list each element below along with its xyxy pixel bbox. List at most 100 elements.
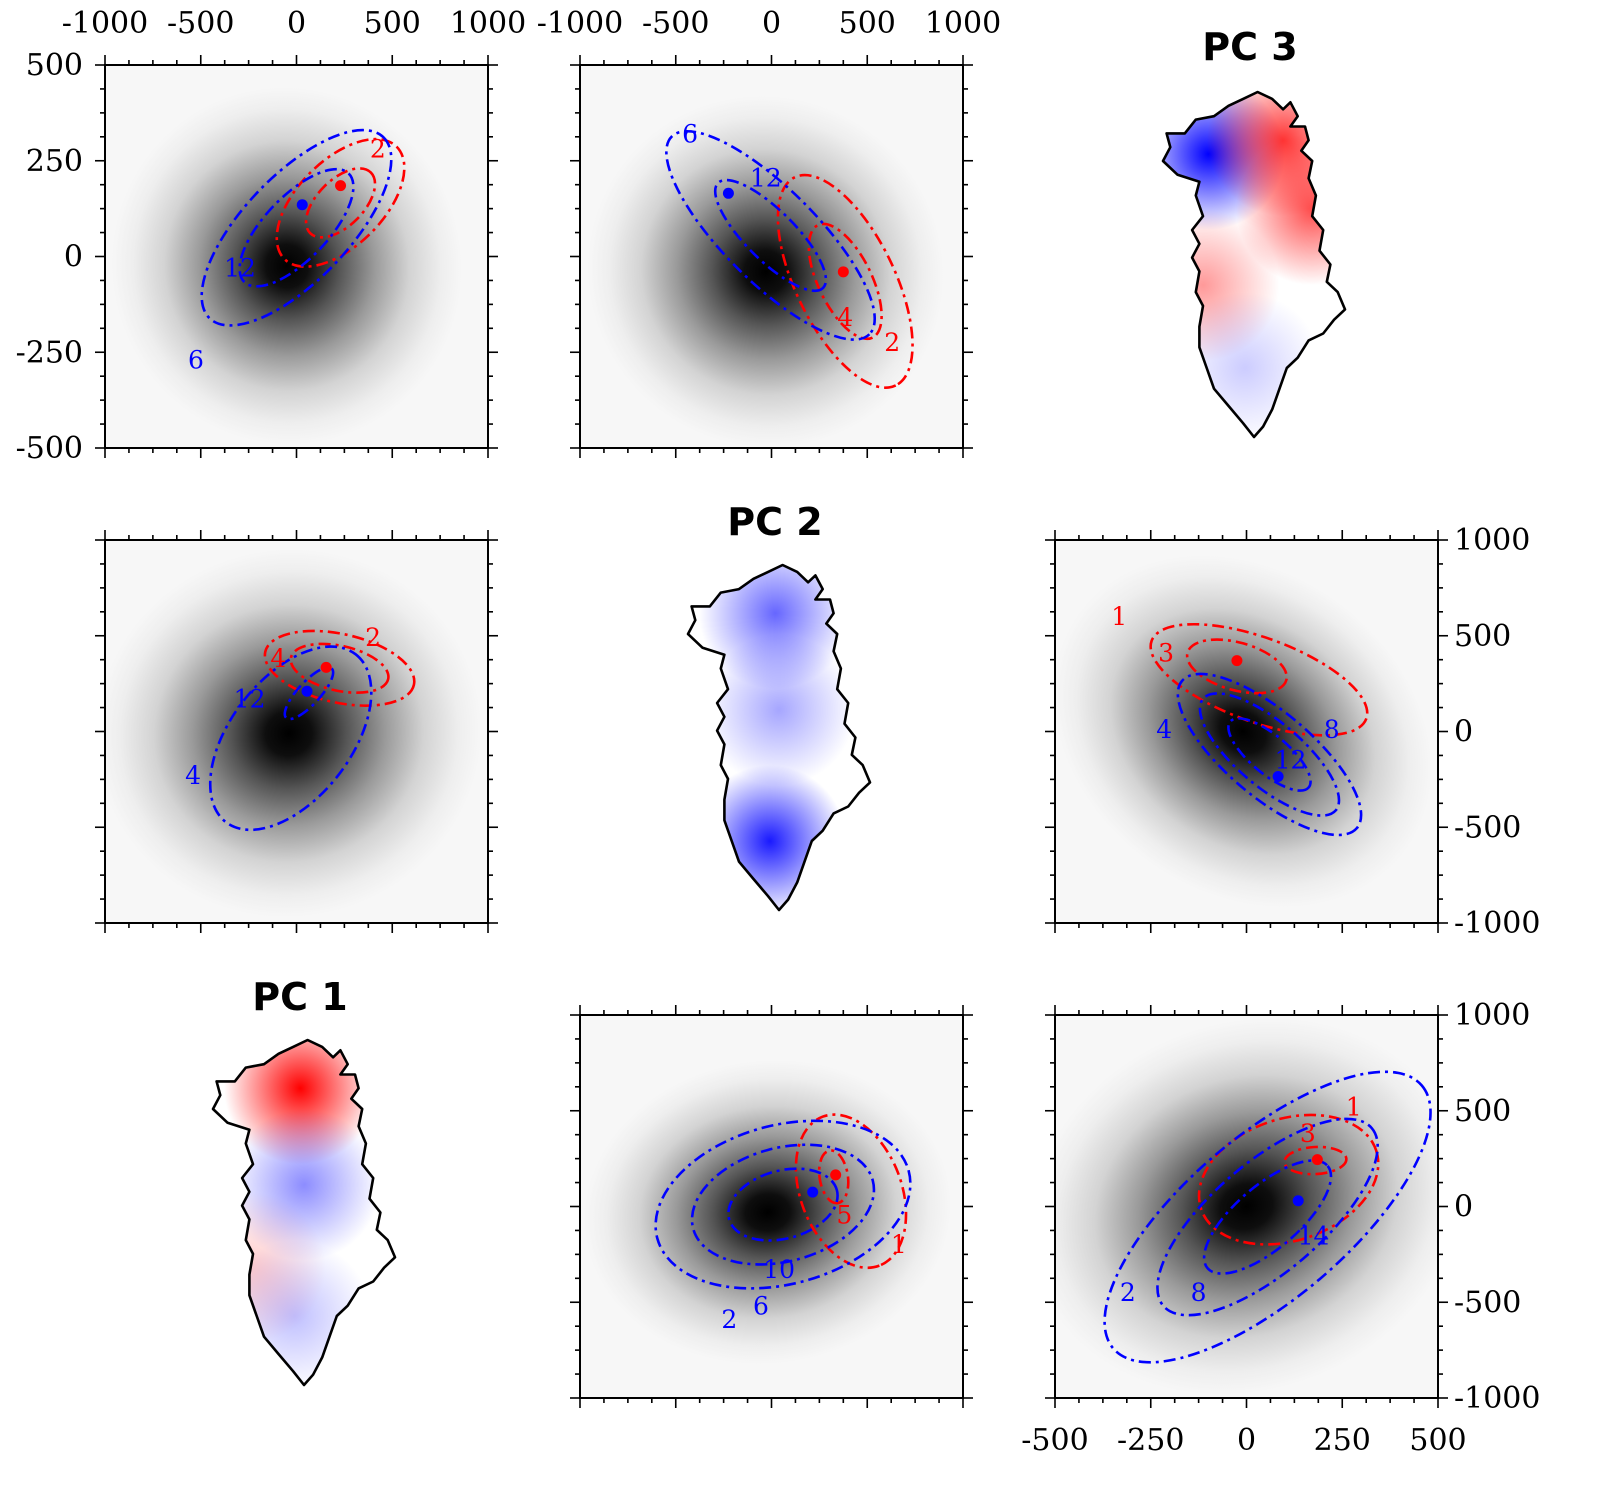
- peak-red: [335, 180, 347, 192]
- contour-label-red: 3: [1300, 1119, 1316, 1148]
- contour-label-blue: 6: [753, 1291, 769, 1320]
- contour-label-blue: 12: [234, 684, 266, 713]
- x-tick-label: 1000: [925, 6, 1001, 41]
- contour-label-blue: 6: [188, 345, 204, 374]
- greenland-outline-icon: [211, 1038, 397, 1387]
- y-tick-label: -500: [1454, 1285, 1521, 1320]
- map-panel-pc1: PC 1: [211, 975, 397, 1387]
- contour-label-blue: 2: [721, 1305, 737, 1334]
- y-tick-label: 1000: [1454, 998, 1530, 1033]
- contour-red-0-1: [304, 167, 377, 239]
- peak-blue: [301, 685, 313, 697]
- contour-blue-2-2: [1227, 717, 1312, 792]
- x-tick-label: 1000: [450, 6, 526, 41]
- contour-blue-2-0: [654, 1119, 912, 1290]
- contour-label-red: 4: [837, 303, 853, 332]
- contour-label-red: 1: [1111, 602, 1127, 631]
- y-tick-label: 500: [1454, 1094, 1511, 1129]
- contour-label-red: 1: [1346, 1092, 1362, 1121]
- greenland-outline-icon: [1161, 90, 1347, 439]
- density-blob: [587, 95, 944, 448]
- y-tick-label: 0: [1454, 1190, 1473, 1225]
- pc1-title: PC 1: [252, 975, 347, 1019]
- contour-label-blue: 6: [682, 119, 698, 148]
- density-blob: [1055, 555, 1432, 908]
- contour-blue-2-1: [1198, 692, 1341, 817]
- contour-red-0-0: [1197, 1113, 1380, 1246]
- y-tick-label: 500: [26, 48, 83, 83]
- contour-blue-2-2: [1202, 1159, 1333, 1275]
- contour-label-red: 3: [1158, 638, 1174, 667]
- x-tick-label: -1000: [537, 6, 623, 41]
- x-tick-label: -500: [642, 6, 709, 41]
- y-tick-label: -500: [16, 431, 83, 466]
- x-tick-label: 250: [1314, 1423, 1371, 1458]
- contour-label-blue: 10: [763, 1255, 795, 1284]
- contour-red-1-0: [1283, 1145, 1348, 1176]
- contour-red-0-1: [807, 222, 883, 341]
- y-tick-label: -250: [16, 335, 83, 370]
- peak-red: [830, 1169, 842, 1181]
- y-tick-label: 250: [26, 144, 83, 179]
- contour-blue-1-0: [208, 645, 373, 832]
- map-anomaly-negative: [693, 765, 847, 910]
- peak-red: [1311, 1154, 1323, 1166]
- contour-label-red: 5: [836, 1201, 852, 1230]
- x-tick-label: 0: [762, 6, 781, 41]
- x-tick-label: -500: [1021, 1423, 1088, 1458]
- contour-blue-2-1: [690, 1143, 876, 1266]
- contour-blue-2-0: [283, 666, 335, 721]
- panel-row3-col2: 1 5 2 6 10: [570, 1005, 973, 1408]
- peak-red: [320, 661, 332, 673]
- y-tick-label: -1000: [1454, 906, 1540, 941]
- x-tick-label: 500: [839, 6, 896, 41]
- greenland-outline-icon: [686, 563, 872, 912]
- contour-label-blue: 8: [1191, 1278, 1207, 1307]
- contour-red-0-1: [289, 642, 390, 695]
- peak-blue: [722, 187, 734, 199]
- contour-red-0-0: [794, 1113, 908, 1270]
- contour-label-red: 2: [370, 135, 386, 164]
- contour-blue-2-0: [1103, 1070, 1432, 1364]
- peak-blue: [1272, 771, 1284, 783]
- x-tick-label: -500: [167, 6, 234, 41]
- y-tick-label: 1000: [1454, 523, 1530, 558]
- contour-blue-1-1: [713, 178, 828, 293]
- panel-row3-col3: 1 3 2 8 14 -500 -250 0 250 500 1000 500 0 -500 -1000: [1021, 998, 1540, 1458]
- contour-label-red: 2: [884, 328, 900, 357]
- x-tick-label: 0: [287, 6, 306, 41]
- peak-red: [1231, 655, 1243, 667]
- peak-red: [837, 266, 849, 278]
- contour-blue-1-1: [238, 167, 355, 288]
- x-tick-label: 500: [1409, 1423, 1466, 1458]
- contour-label-blue: 12: [750, 163, 782, 192]
- panel-row2-col3: 1 3 4 8 12 1000 500 0 -500 -1000: [1045, 523, 1540, 941]
- x-tick-label: -1000: [62, 6, 148, 41]
- density-blob: [584, 1060, 952, 1365]
- contour-label-blue: 8: [1324, 715, 1340, 744]
- contour-blue-2-2: [727, 1167, 839, 1242]
- contour-label-blue: 2: [1120, 1278, 1136, 1307]
- contour-label-blue: 4: [1156, 715, 1172, 744]
- density-blob: [1055, 1018, 1438, 1395]
- map-anomaly-negative: [1168, 292, 1322, 437]
- contour-blue-2-1: [1156, 1117, 1379, 1317]
- panel-row1-col2: 2 4 6 12 -1000 -500 0 500 1000: [537, 6, 1001, 458]
- peak-blue: [296, 199, 308, 211]
- contour-label-blue: 4: [185, 761, 201, 790]
- contour-label-blue: 14: [1298, 1222, 1330, 1251]
- contour-blue-2-0: [1176, 672, 1363, 837]
- x-tick-label: 0: [1237, 1423, 1256, 1458]
- x-tick-label: -250: [1117, 1423, 1184, 1458]
- contour-red-0-0: [263, 629, 416, 707]
- panel-row1-col1: 2 12 6 -1000 -500 0 500 1000 500 250 0 -250 -500: [16, 6, 527, 466]
- pc3-title: PC 3: [1202, 25, 1297, 69]
- contour-red-0-0: [1185, 638, 1289, 695]
- pc2-title: PC 2: [727, 500, 822, 544]
- map-anomaly-negative: [702, 634, 856, 786]
- y-tick-label: -500: [1454, 810, 1521, 845]
- map-panel-pc3: PC 3: [1161, 25, 1347, 439]
- contour-label-red: 2: [365, 623, 381, 652]
